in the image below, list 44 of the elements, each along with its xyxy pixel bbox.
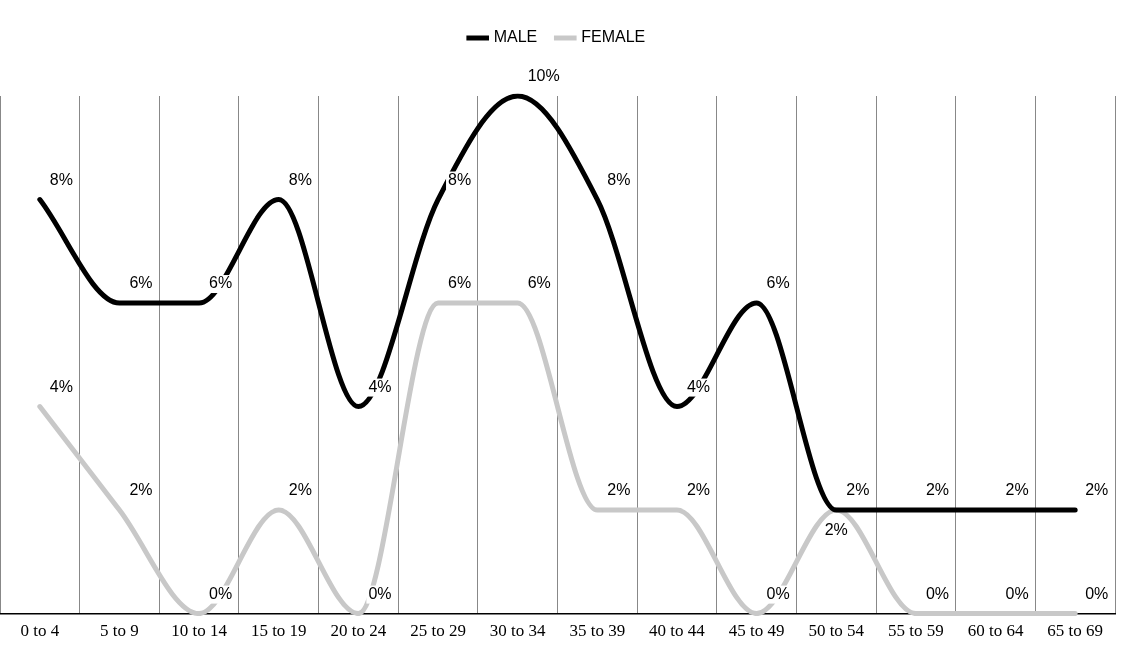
data-label: 2% [925, 481, 950, 499]
data-label: 0% [925, 585, 950, 603]
x-tick-label: 10 to 14 [171, 621, 228, 641]
data-label: 0% [1085, 585, 1109, 603]
x-tick-label: 35 to 39 [569, 621, 626, 641]
data-label: 6% [209, 274, 233, 292]
data-label: 10% [527, 67, 560, 85]
data-label: 4% [686, 377, 711, 395]
data-label: 2% [1085, 481, 1109, 499]
x-tick-label: 20 to 24 [330, 621, 387, 641]
legend-label: MALE [493, 28, 538, 46]
legend-label: FEMALE [581, 28, 646, 46]
data-label: 6% [527, 274, 551, 292]
data-label: 6% [448, 274, 472, 292]
data-label: 8% [49, 170, 73, 188]
x-tick-label: 40 to 44 [649, 621, 706, 641]
data-label: 6% [766, 274, 790, 292]
data-label: 2% [686, 481, 711, 499]
data-label: 2% [846, 481, 870, 499]
x-tick-label: 60 to 64 [967, 621, 1024, 641]
data-label: 6% [129, 274, 153, 292]
x-tick-label: 5 to 9 [100, 621, 139, 641]
x-tick-label: 25 to 29 [410, 621, 466, 641]
data-label: 4% [49, 377, 73, 395]
data-label: 0% [368, 585, 392, 603]
data-label: 2% [1005, 481, 1029, 499]
x-tick-label: 15 to 19 [250, 621, 307, 641]
x-tick-label: 65 to 69 [1047, 621, 1104, 641]
x-tick-label: 45 to 49 [728, 621, 785, 641]
data-label: 0% [1005, 585, 1029, 603]
x-tick-label: 50 to 54 [808, 621, 865, 641]
data-label: 2% [129, 481, 153, 499]
data-label: 2% [288, 481, 312, 499]
data-label: 8% [607, 170, 631, 188]
data-label: 0% [209, 585, 233, 603]
data-label: 8% [288, 170, 312, 188]
data-label: 4% [368, 377, 392, 395]
data-label: 8% [448, 170, 472, 188]
x-tick-label: 55 to 59 [888, 621, 944, 641]
data-label: 2% [607, 481, 631, 499]
x-tick-label: 0 to 4 [20, 621, 60, 641]
x-tick-label: 30 to 34 [489, 621, 547, 641]
data-label: 2% [824, 521, 848, 539]
data-label: 0% [766, 585, 790, 603]
